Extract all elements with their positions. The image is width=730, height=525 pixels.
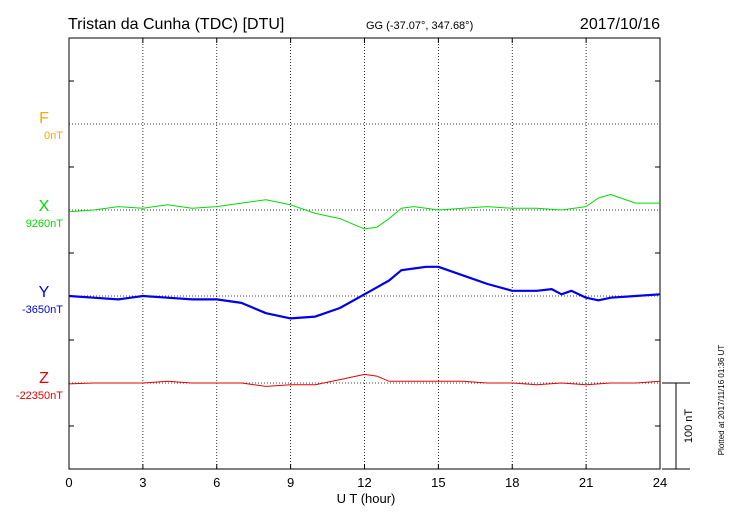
series-lines bbox=[68, 194, 661, 387]
series-labels: F 0nT X 9260nT Y -3650nT Z -22350nT bbox=[16, 110, 63, 402]
x-tick-label: 24 bbox=[653, 475, 667, 490]
scale-bar: 100 nT bbox=[662, 382, 695, 470]
x-axis-label: U T (hour) bbox=[337, 491, 396, 506]
series-baseline-f: 0nT bbox=[44, 130, 63, 142]
series-line-y bbox=[68, 265, 661, 320]
x-tick-label: 12 bbox=[357, 475, 371, 490]
x-ticks: 0 3 6 9 12 15 18 21 24 bbox=[65, 38, 667, 490]
x-tick-label: 15 bbox=[431, 475, 445, 490]
series-line-x bbox=[68, 194, 660, 230]
x-tick-label: 3 bbox=[139, 475, 146, 490]
station-title: Tristan da Cunha (TDC) [DTU] bbox=[68, 16, 284, 33]
x-tick-label: 6 bbox=[213, 475, 220, 490]
date-label: 2017/10/16 bbox=[580, 16, 660, 33]
plotted-timestamp: Plotted at 2017/11/16 01:36 UT bbox=[717, 345, 726, 456]
series-baseline-z: -22350nT bbox=[16, 390, 63, 402]
grid bbox=[69, 38, 660, 469]
x-tick-label: 9 bbox=[287, 475, 294, 490]
coordinates-label: GG (-37.07°, 347.68°) bbox=[366, 20, 473, 32]
series-name-x: X bbox=[39, 198, 50, 215]
series-name-f: F bbox=[39, 110, 49, 127]
series-line-z bbox=[68, 373, 661, 387]
series-name-z: Z bbox=[39, 370, 49, 387]
x-tick-label: 21 bbox=[579, 475, 593, 490]
x-tick-label: 18 bbox=[505, 475, 519, 490]
series-baseline-y: -3650nT bbox=[22, 304, 63, 316]
series-name-y: Y bbox=[39, 284, 50, 301]
scale-bar-label: 100 nT bbox=[683, 409, 695, 444]
x-tick-label: 0 bbox=[65, 475, 72, 490]
series-baseline-x: 9260nT bbox=[26, 218, 64, 230]
